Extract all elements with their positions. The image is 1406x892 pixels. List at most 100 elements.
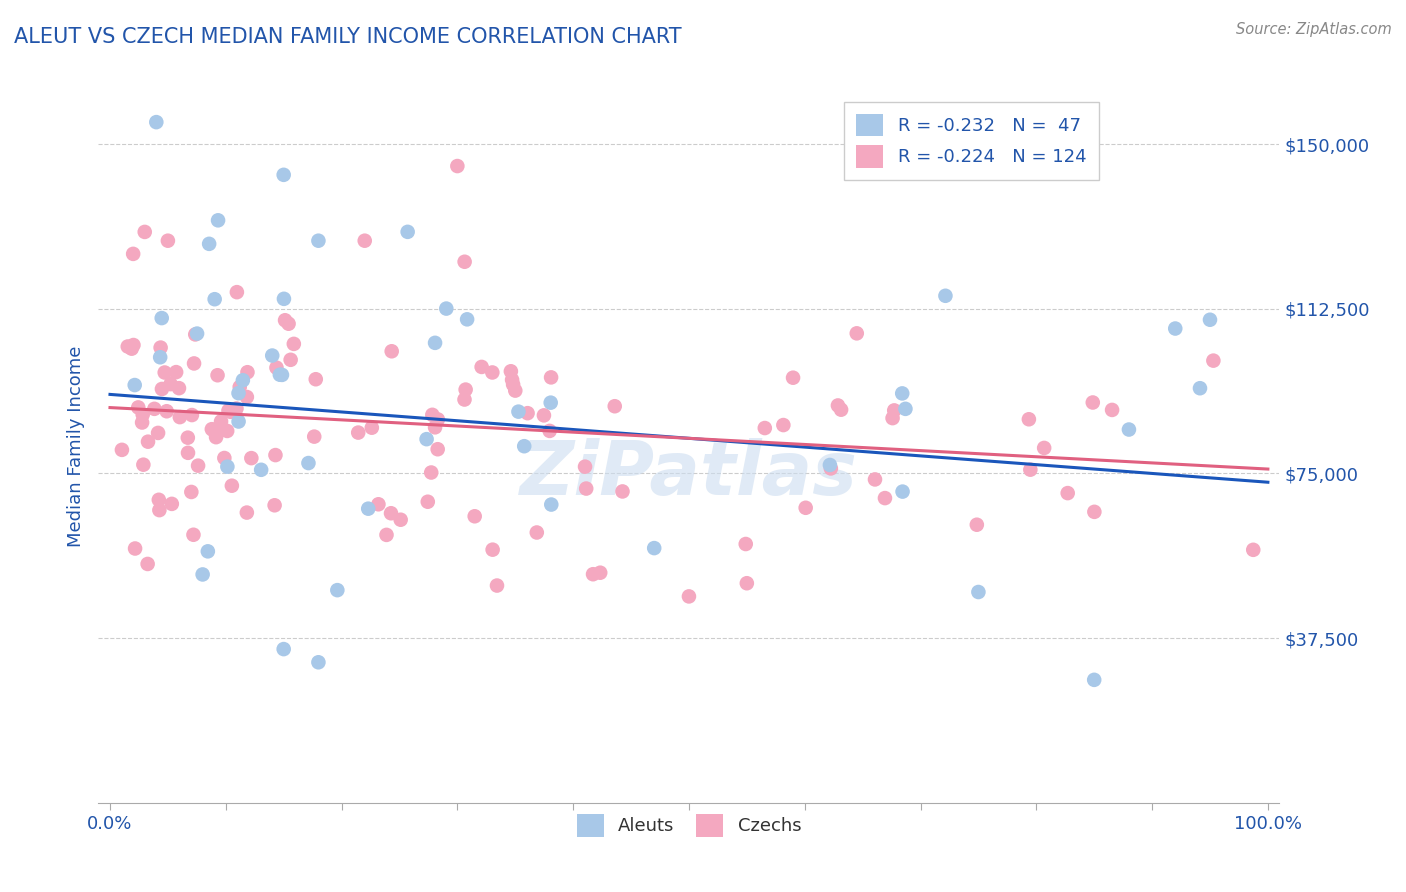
Point [863,472,886,486]
Point [612,484,634,499]
Point [150,382,173,396]
Point [266,360,288,375]
Point [891,484,914,499]
Point [353,234,375,248]
Point [643,541,665,555]
Point [360,420,382,434]
Point [186,326,208,341]
Point [396,225,419,239]
Point [1083,505,1105,519]
Point [446,159,468,173]
Point [236,390,259,404]
Point [197,544,219,558]
Point [782,370,804,384]
Point [217,403,239,417]
Point [589,566,612,580]
Point [873,491,896,505]
Point [485,578,508,592]
Point [735,576,758,591]
Point [131,416,153,430]
Point [882,411,904,425]
Point [1081,395,1104,409]
Point [121,342,143,356]
Point [967,585,990,599]
Point [132,408,155,422]
Point [734,537,756,551]
Point [236,365,259,379]
Point [262,349,284,363]
Point [574,459,596,474]
Point [225,285,247,300]
Point [124,541,146,556]
Point [150,311,173,326]
Point [149,341,172,355]
Point [219,405,242,419]
Point [198,236,221,251]
Point [894,401,917,416]
Point [1033,441,1056,455]
Point [111,442,134,457]
Point [416,494,439,508]
Point [159,377,181,392]
Point [471,359,494,374]
Point [124,378,146,392]
Point [1101,403,1123,417]
Point [1164,321,1187,335]
Point [503,384,526,398]
Point [204,292,226,306]
Y-axis label: Median Family Income: Median Family Income [66,345,84,547]
Point [136,557,159,571]
Point [122,338,145,352]
Point [818,458,841,472]
Point [891,386,914,401]
Point [426,442,449,457]
Point [420,408,443,422]
Point [582,567,605,582]
Point [156,404,179,418]
Point [1083,673,1105,687]
Point [1019,463,1042,477]
Point [264,448,287,462]
Point [183,528,205,542]
Point [165,365,187,379]
Point [481,366,503,380]
Point [540,370,562,384]
Point [1056,486,1078,500]
Point [830,402,852,417]
Point [273,168,295,182]
Point [274,313,297,327]
Point [934,289,956,303]
Point [228,380,250,394]
Point [204,425,226,439]
Point [453,254,475,268]
Point [153,366,176,380]
Point [180,485,202,500]
Point [232,373,254,387]
Point [381,344,404,359]
Point [389,513,412,527]
Point [146,425,169,440]
Point [516,406,538,420]
Point [136,434,159,449]
Point [794,500,817,515]
Point [184,327,207,342]
Point [250,463,273,477]
Point [145,115,167,129]
Point [160,497,183,511]
Text: ALEUT VS CZECH MEDIAN FAMILY INCOME CORRELATION CHART: ALEUT VS CZECH MEDIAN FAMILY INCOME CORR… [14,27,682,46]
Point [575,482,598,496]
Point [513,439,536,453]
Point [122,247,145,261]
Point [271,368,294,382]
Point [302,429,325,443]
Point [191,567,214,582]
Point [214,450,236,465]
Point [273,292,295,306]
Point [464,509,486,524]
Point [149,351,172,365]
Point [883,403,905,417]
Point [501,373,523,387]
Point [502,377,524,392]
Point [307,234,329,248]
Point [966,517,988,532]
